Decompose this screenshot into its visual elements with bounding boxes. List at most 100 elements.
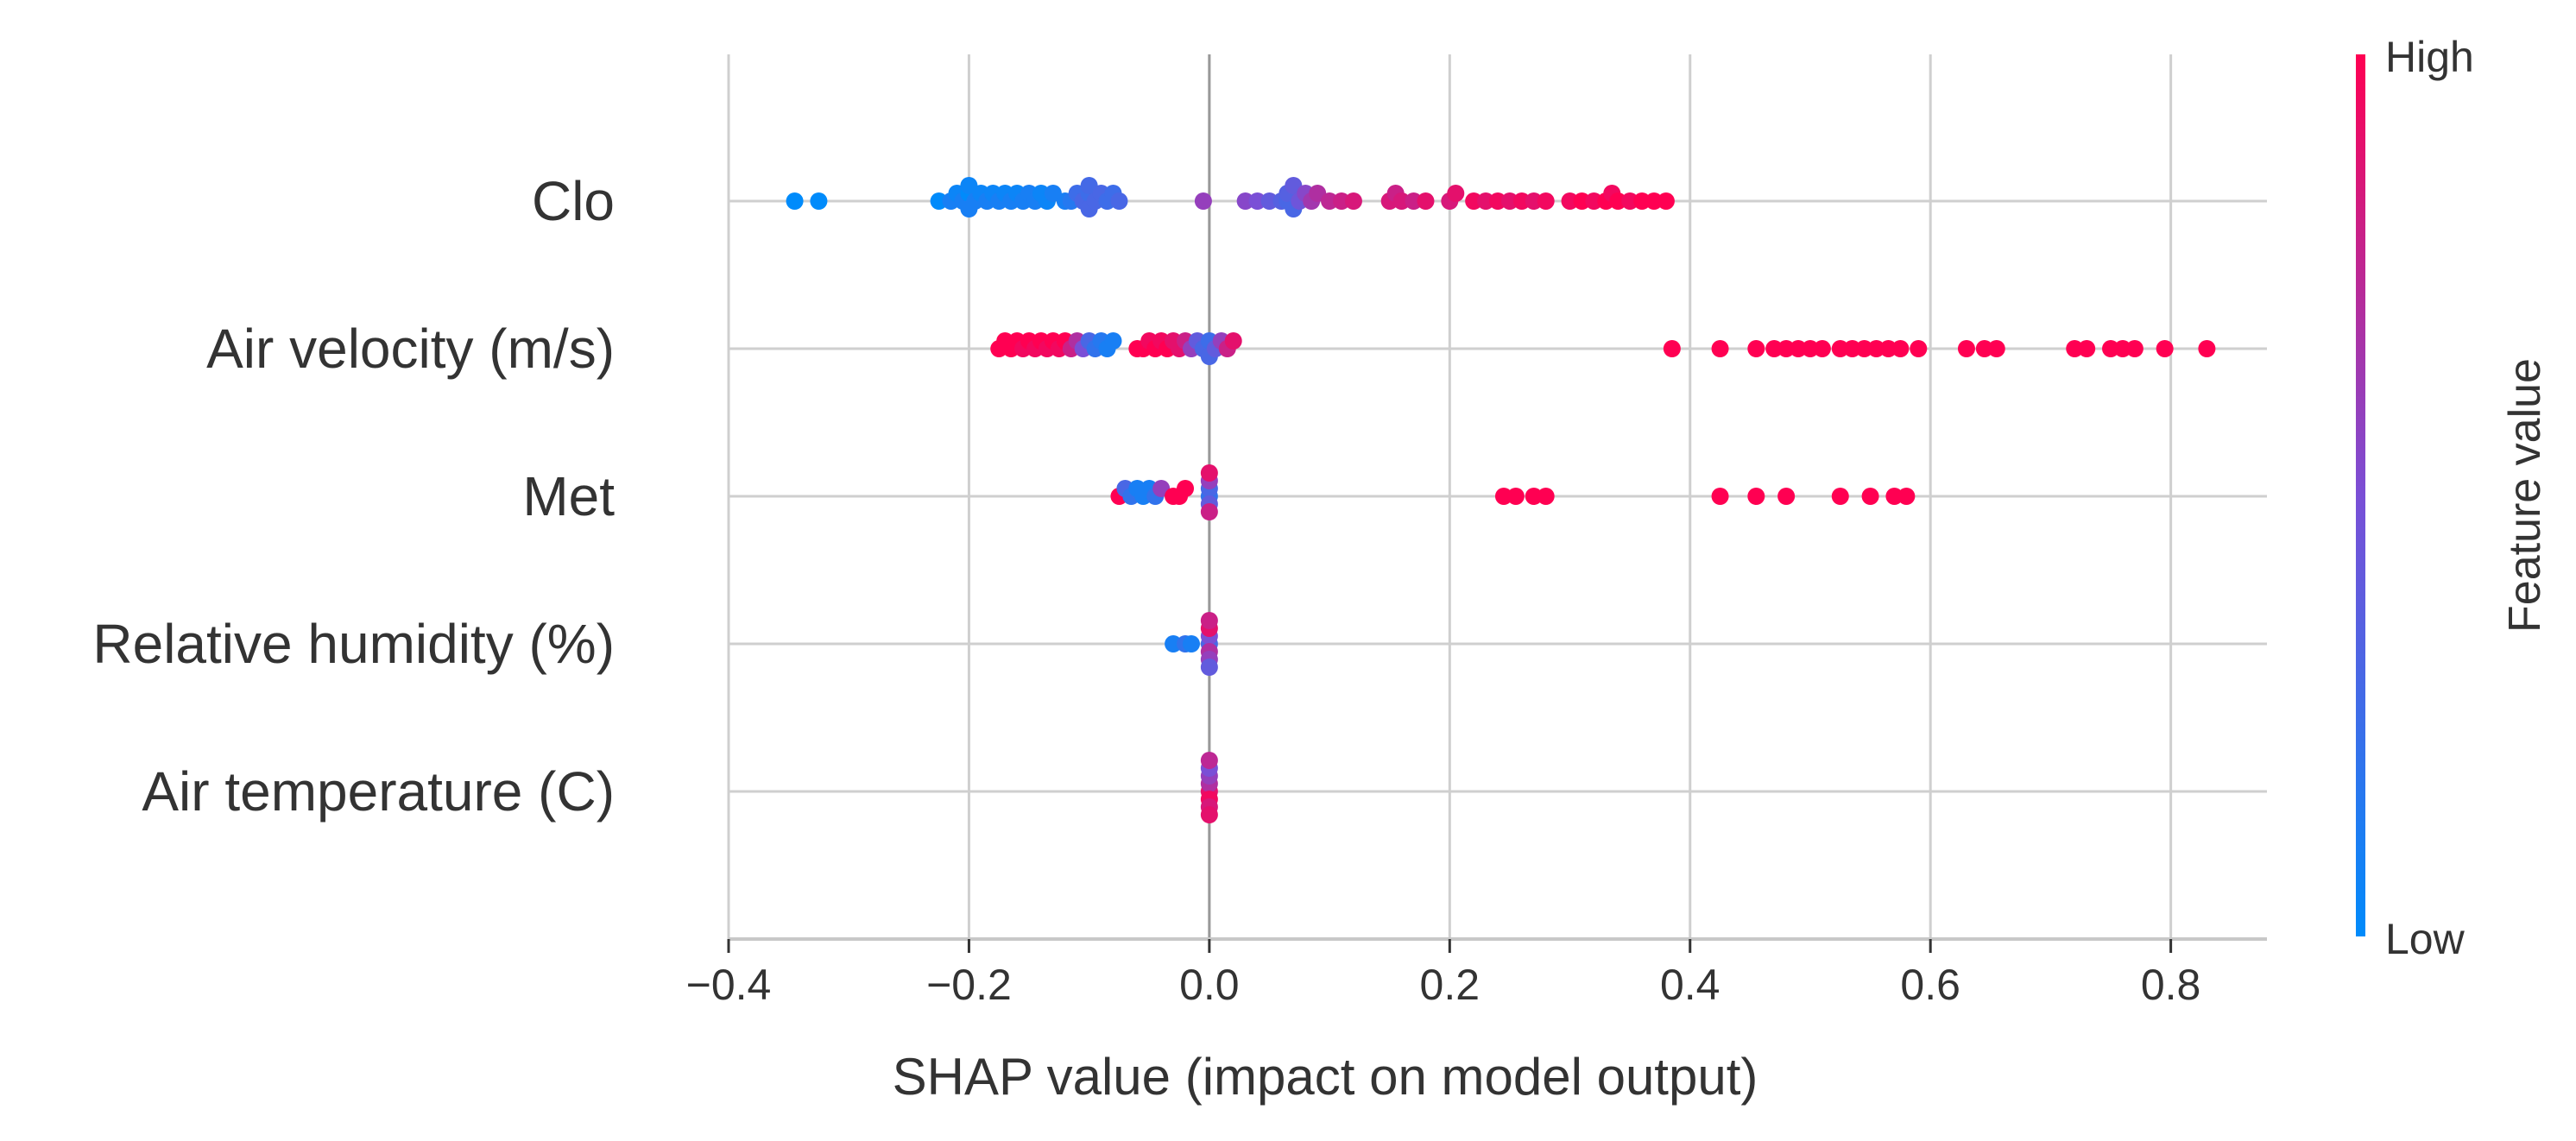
shap-point	[1537, 488, 1555, 505]
shap-point	[1321, 192, 1339, 210]
shap-point	[2113, 340, 2131, 357]
shap-point	[1344, 192, 1362, 210]
shap-point	[1224, 332, 1242, 350]
x-tick-label: 0.6	[1900, 961, 1960, 1009]
x-tick-label: −0.2	[926, 961, 1012, 1009]
shap-point	[1104, 332, 1122, 350]
shap-point	[2198, 340, 2216, 357]
shap-point	[1392, 192, 1411, 210]
shap-point	[1957, 340, 1975, 357]
shap-point	[1897, 488, 1916, 505]
shap-point	[2102, 340, 2120, 357]
shap-point	[1879, 340, 1897, 357]
feature-label: Air temperature (C)	[142, 760, 615, 823]
shap-point	[1182, 635, 1200, 652]
feature-label: Met	[522, 465, 615, 527]
shap-point	[1987, 340, 2005, 357]
shap-point	[1657, 192, 1675, 210]
colorbar-low-label: Low	[2385, 915, 2466, 963]
shap-point	[1465, 192, 1483, 210]
x-tick-label: 0.2	[1420, 961, 1481, 1009]
shap-point	[1885, 488, 1904, 505]
shap-point	[2066, 340, 2084, 357]
shap-point	[1405, 192, 1423, 210]
shap-point	[1813, 340, 1831, 357]
shap-point	[1561, 192, 1579, 210]
feature-label: Clo	[532, 170, 615, 232]
shap-point	[1333, 192, 1351, 210]
x-tick-label: 0.8	[2141, 961, 2201, 1009]
shap-point	[1621, 192, 1639, 210]
feature-label: Relative humidity (%)	[92, 613, 615, 675]
x-tick-label: 0.0	[1179, 961, 1240, 1009]
shap-point	[930, 192, 948, 210]
shap-point	[1975, 340, 1993, 357]
shap-point	[1200, 806, 1218, 823]
x-axis: −0.4 −0.2 0.0 0.2 0.4 0.6 0.8	[686, 937, 2267, 1009]
shap-point	[1711, 340, 1729, 357]
shap-point	[1573, 192, 1591, 210]
shap-point	[1861, 488, 1879, 505]
shap-point	[1609, 192, 1627, 210]
shap-point	[1200, 464, 1218, 482]
shap-point	[1489, 192, 1506, 210]
colorbar: High Low Feature value	[2356, 33, 2550, 963]
shap-point	[1194, 192, 1212, 210]
colorbar-high-label: High	[2385, 33, 2474, 81]
points-layer	[786, 177, 2216, 823]
shap-point	[1711, 488, 1729, 505]
shap-point	[2125, 340, 2144, 357]
shap-point	[1777, 488, 1796, 505]
shap-point	[1537, 192, 1555, 210]
shap-point	[1645, 192, 1663, 210]
x-axis-title: SHAP value (impact on model output)	[893, 1048, 1758, 1106]
shap-point	[1260, 192, 1279, 210]
shap-point	[1200, 752, 1218, 769]
shap-point	[1831, 488, 1849, 505]
shap-point	[786, 192, 804, 210]
shap-point	[1765, 340, 1784, 357]
shap-point	[1500, 192, 1518, 210]
shap-point	[1110, 192, 1128, 210]
shap-point	[1525, 192, 1543, 210]
shap-point	[1200, 503, 1218, 520]
colorbar-gradient	[2356, 54, 2365, 936]
feature-label: Air velocity (m/s)	[206, 318, 615, 380]
shap-point	[1747, 340, 1765, 357]
shap-point	[2078, 340, 2096, 357]
shap-point	[1248, 192, 1266, 210]
shap-point	[1165, 635, 1183, 652]
shap-point	[1831, 340, 1849, 357]
shap-point	[1891, 340, 1910, 357]
shap-point	[1843, 340, 1861, 357]
shap-point	[1801, 340, 1819, 357]
colorbar-title: Feature value	[2500, 358, 2550, 633]
shap-point	[1417, 192, 1435, 210]
shap-point	[1447, 185, 1465, 202]
shap-point	[1633, 192, 1651, 210]
shap-point	[1855, 340, 1873, 357]
shap-point	[1790, 340, 1808, 357]
shap-point	[1747, 488, 1765, 505]
shap-point	[1477, 192, 1495, 210]
shap-point	[1525, 488, 1543, 505]
shap-point	[1200, 659, 1218, 676]
shap-point	[1512, 192, 1531, 210]
shap-point	[1506, 488, 1525, 505]
shap-point	[1910, 340, 1928, 357]
shap-point	[1585, 192, 1603, 210]
labels-layer: Clo Air velocity (m/s) Met Relative humidit…	[92, 170, 615, 823]
shap-point	[1867, 340, 1885, 357]
x-tick-label: −0.4	[686, 961, 772, 1009]
shap-point	[2156, 340, 2174, 357]
x-tick-label: 0.4	[1660, 961, 1720, 1009]
shap-point	[810, 192, 828, 210]
shap-point	[1200, 612, 1218, 629]
shap-point	[1663, 340, 1681, 357]
shap-point	[1777, 340, 1796, 357]
shap-point	[1236, 192, 1254, 210]
shap-point	[1177, 480, 1195, 497]
shap-point	[1494, 488, 1512, 505]
